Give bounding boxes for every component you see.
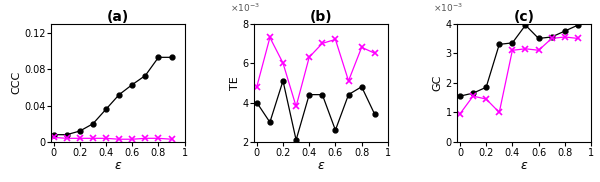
Text: $\times10^{-3}$: $\times10^{-3}$ bbox=[230, 2, 260, 14]
Y-axis label: TE: TE bbox=[230, 76, 239, 90]
Y-axis label: GC: GC bbox=[433, 75, 443, 91]
X-axis label: ε: ε bbox=[115, 159, 121, 172]
X-axis label: ε: ε bbox=[521, 159, 527, 172]
Title: (b): (b) bbox=[310, 10, 332, 24]
Text: $\times10^{-3}$: $\times10^{-3}$ bbox=[433, 2, 463, 14]
X-axis label: ε: ε bbox=[317, 159, 325, 172]
Title: (c): (c) bbox=[514, 10, 535, 24]
Y-axis label: CCC: CCC bbox=[11, 71, 21, 94]
Title: (a): (a) bbox=[107, 10, 129, 24]
